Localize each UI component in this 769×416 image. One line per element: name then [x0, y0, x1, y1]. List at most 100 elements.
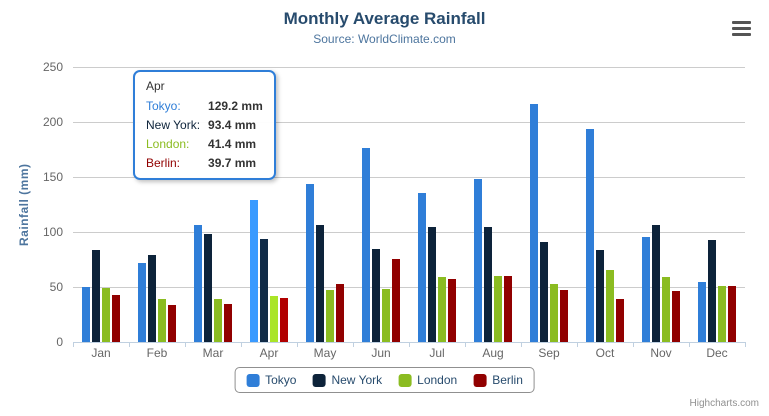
legend-item-berlin[interactable]: Berlin: [473, 373, 523, 387]
bar-new-york-nov[interactable]: [652, 224, 660, 342]
export-menu-button[interactable]: [732, 21, 751, 36]
bar-london-nov[interactable]: [662, 276, 670, 342]
bar-tokyo-dec[interactable]: [698, 282, 706, 342]
bar-tokyo-nov[interactable]: [642, 236, 650, 342]
bar-london-apr[interactable]: [270, 296, 278, 342]
bar-london-mar[interactable]: [214, 298, 222, 342]
bar-london-jan[interactable]: [102, 288, 110, 342]
bar-london-jun[interactable]: [382, 288, 390, 342]
legend-item-london[interactable]: London: [398, 373, 457, 387]
x-axis-tick: [409, 342, 410, 347]
bar-new-york-oct[interactable]: [596, 250, 604, 342]
bar-tokyo-may[interactable]: [306, 183, 314, 342]
legend-label-tokyo: Tokyo: [265, 373, 297, 387]
bar-new-york-mar[interactable]: [204, 233, 212, 342]
tooltip-series-label: London:: [146, 137, 190, 151]
tooltip: Apr Tokyo: 129.2 mm New York: 93.4 mm London…: [133, 70, 276, 180]
x-axis-tick: [129, 342, 130, 347]
bar-berlin-oct[interactable]: [616, 299, 624, 342]
legend-item-tokyo[interactable]: Tokyo: [246, 373, 296, 387]
x-axis-label-apr: Apr: [259, 346, 279, 360]
bar-tokyo-mar[interactable]: [194, 224, 202, 342]
legend-marker-icon-berlin: [473, 373, 487, 387]
bar-new-york-aug[interactable]: [484, 227, 492, 342]
bar-new-york-jul[interactable]: [428, 226, 436, 342]
bar-berlin-jun[interactable]: [392, 258, 400, 342]
bar-new-york-dec[interactable]: [708, 240, 716, 342]
legend-label-new-york: New York: [331, 373, 383, 387]
bar-new-york-sep[interactable]: [540, 241, 548, 342]
bar-london-aug[interactable]: [494, 276, 502, 342]
plot-area: [73, 67, 746, 347]
bar-tokyo-jul[interactable]: [418, 192, 426, 342]
category-group-apr: [241, 67, 297, 342]
category-group-sep: [521, 67, 577, 342]
x-axis-tick: [297, 342, 298, 347]
bar-new-york-jan[interactable]: [92, 250, 100, 342]
tooltip-series-label: Tokyo:: [146, 99, 181, 113]
x-axis-label-jul: Jul: [429, 346, 445, 360]
bar-london-sep[interactable]: [550, 284, 558, 342]
x-axis-tick: [745, 342, 746, 347]
y-axis-label-100: 100: [42, 225, 63, 239]
bar-london-may[interactable]: [326, 290, 334, 342]
category-group-jul: [409, 67, 465, 342]
x-axis-tick: [521, 342, 522, 347]
category-group-feb: [129, 67, 185, 342]
bar-tokyo-oct[interactable]: [586, 128, 594, 342]
bar-berlin-aug[interactable]: [504, 275, 512, 342]
x-axis-label-jun: Jun: [371, 346, 391, 360]
x-axis-tick: [465, 342, 466, 347]
chart-subtitle: Source: WorldClimate.com: [313, 32, 456, 46]
legend-marker-icon-london: [398, 373, 412, 387]
bar-berlin-feb[interactable]: [168, 305, 176, 342]
x-axis-label-mar: Mar: [202, 346, 224, 360]
bar-berlin-apr[interactable]: [280, 298, 288, 342]
bar-berlin-dec[interactable]: [728, 285, 736, 342]
x-axis-tick: [577, 342, 578, 347]
legend-marker-icon-new-york: [312, 373, 326, 387]
category-group-oct: [577, 67, 633, 342]
gridline-200: [73, 122, 745, 123]
bar-tokyo-aug[interactable]: [474, 178, 482, 342]
tooltip-series-value: 93.4 mm: [208, 118, 257, 132]
bar-new-york-may[interactable]: [316, 225, 324, 342]
x-axis-tick: [633, 342, 634, 347]
category-group-jan: [73, 67, 129, 342]
y-axis-label-0: 0: [56, 335, 63, 349]
bar-london-feb[interactable]: [158, 299, 166, 342]
bar-berlin-jan[interactable]: [112, 295, 120, 342]
bar-london-oct[interactable]: [606, 270, 614, 342]
x-axis-label-may: May: [313, 346, 337, 360]
bar-berlin-may[interactable]: [336, 284, 344, 342]
x-axis-label-feb: Feb: [146, 346, 168, 360]
category-group-dec: [689, 67, 745, 342]
x-axis-tick: [689, 342, 690, 347]
bar-berlin-nov[interactable]: [672, 290, 680, 342]
bar-groups: [73, 67, 745, 342]
chart-title: Monthly Average Rainfall: [283, 9, 486, 28]
x-axis-labels: Jan Feb Mar Apr May Jun Jul Aug Sep Oct Nov Dec: [73, 346, 745, 360]
x-axis-label-aug: Aug: [482, 346, 504, 360]
bar-tokyo-jan[interactable]: [82, 287, 90, 342]
bar-berlin-sep[interactable]: [560, 289, 568, 342]
x-axis-label-sep: Sep: [538, 346, 560, 360]
bar-london-dec[interactable]: [718, 285, 726, 342]
bar-tokyo-feb[interactable]: [138, 263, 146, 342]
bar-new-york-jun[interactable]: [372, 249, 380, 342]
bar-berlin-mar[interactable]: [224, 304, 232, 342]
bar-berlin-jul[interactable]: [448, 278, 456, 342]
y-axis-label-50: 50: [49, 280, 63, 294]
bar-london-jul[interactable]: [438, 277, 446, 342]
bar-tokyo-sep[interactable]: [530, 103, 538, 342]
bar-tokyo-jun[interactable]: [362, 148, 370, 342]
credits-link[interactable]: Highcharts.com: [689, 398, 759, 409]
legend-item-new-york[interactable]: New York: [312, 373, 382, 387]
bar-new-york-feb[interactable]: [148, 255, 156, 342]
bar-tokyo-apr[interactable]: [250, 199, 258, 342]
bar-new-york-apr[interactable]: [260, 239, 268, 342]
legend-label-london: London: [417, 373, 458, 387]
legend-marker-icon-tokyo: [246, 373, 260, 387]
tooltip-rows: Tokyo: 129.2 mm New York: 93.4 mm London: 41.…: [146, 99, 263, 170]
